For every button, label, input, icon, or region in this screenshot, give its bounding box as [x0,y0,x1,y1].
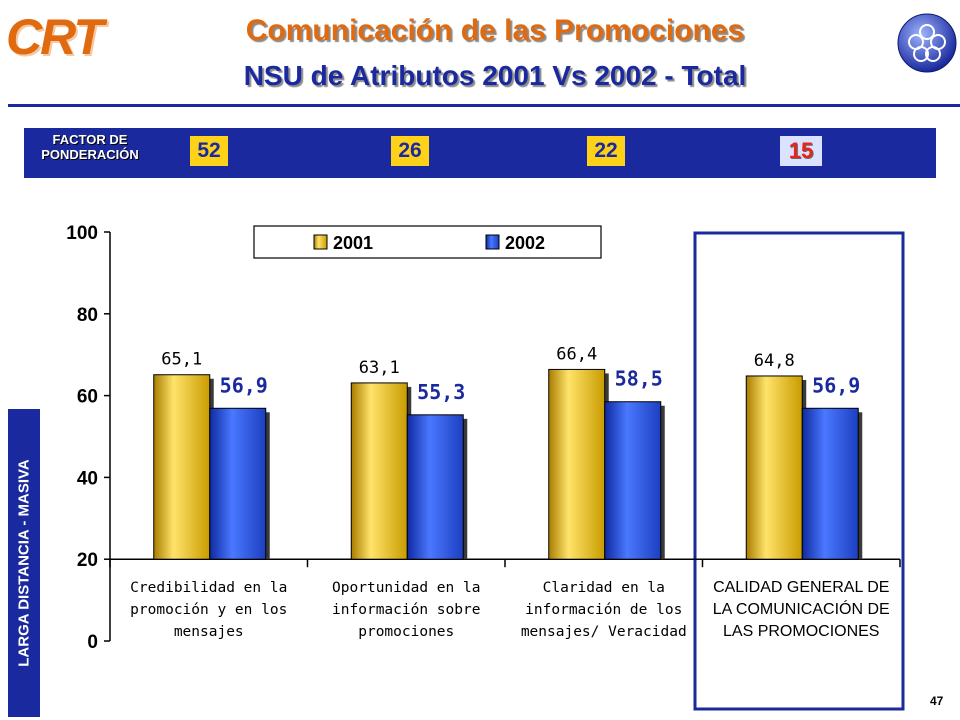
factor-value-highlight: 15 [780,136,822,166]
bar-2002 [406,414,464,560]
category-label: promociones [358,624,454,640]
factor-value: 52 [190,136,228,166]
factor-value: 26 [391,136,429,166]
header-divider [8,104,960,107]
page-number: 47 [930,694,944,708]
data-label-2002: 56,9 [812,373,860,397]
globe-icon [897,13,957,73]
factor-label: FACTOR DE PONDERACIÓN [41,132,139,162]
page-subtitle: NSU de Atributos 2001 Vs 2002 - Total [243,60,747,91]
y-tick-label: 100 [66,223,98,244]
data-label-2002: 58,5 [615,367,663,391]
bar-2002 [209,407,267,560]
category-label: Credibilidad en la [130,580,287,596]
factor-value: 22 [587,136,625,166]
factor-bar: FACTOR DE PONDERACIÓN 52 26 22 15 [24,128,936,178]
bar-2002 [604,401,662,560]
y-tick-label: 40 [77,468,98,489]
category-label: LAS PROMOCIONES [723,623,879,640]
data-label-2001: 65,1 [161,350,202,370]
category-label: Oportunidad en la [332,580,480,596]
y-tick-label: 80 [77,305,98,326]
data-label-2002: 55,3 [417,380,465,404]
y-tick-label: 0 [87,632,98,653]
category-label: mensajes/ Veracidad [521,624,687,640]
legend-swatch-2001 [313,234,328,250]
bar-2002 [801,407,859,560]
data-label-2001: 63,1 [359,358,400,378]
category-label: mensajes [174,624,244,640]
data-label-2001: 66,4 [556,344,597,364]
bar-2001 [548,368,606,560]
y-tick-label: 20 [77,550,98,571]
category-label: información de los [525,602,682,618]
bar-2001 [350,382,408,560]
category-label: Claridad en la [543,580,665,596]
category-label: CALIDAD GENERAL DE [713,579,889,596]
bar-2001 [153,374,211,560]
crt-logo: CRT [6,9,104,65]
category-label: LA COMUNICACIÓN DE [713,599,890,618]
legend-label-2001: 2001 [333,233,373,253]
bar-2001 [745,375,803,560]
legend-box [253,225,602,259]
legend-label-2002: 2002 [505,233,545,253]
legend-swatch-2002 [485,234,500,250]
data-label-2001: 64,8 [754,351,795,371]
y-tick-label: 60 [77,387,98,408]
side-strip [8,409,40,717]
highlight-frame [693,231,905,711]
category-label: promoción y en los [130,602,287,618]
page-title: Comunicación de las Promociones [245,14,745,47]
data-label-2002: 56,9 [220,373,268,397]
category-label: información sobre [332,602,480,618]
